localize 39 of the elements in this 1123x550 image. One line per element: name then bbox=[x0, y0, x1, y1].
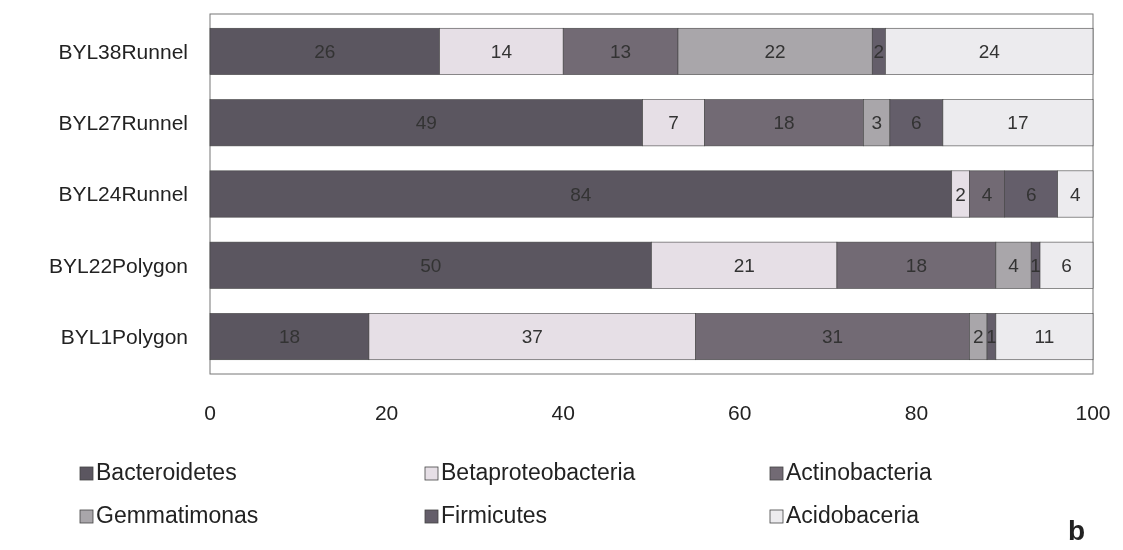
data-label: 3 bbox=[871, 112, 882, 134]
data-label: 24 bbox=[978, 41, 1001, 63]
y-tick-label: BYL24Runnel bbox=[58, 182, 188, 206]
x-tick-label: 40 bbox=[551, 401, 575, 424]
data-label: 6 bbox=[911, 112, 922, 134]
data-label: 14 bbox=[490, 41, 513, 63]
data-label: 11 bbox=[1034, 326, 1055, 348]
data-label: 18 bbox=[773, 112, 795, 134]
data-label: 18 bbox=[905, 254, 927, 276]
data-label: 13 bbox=[610, 41, 632, 63]
data-label: 2 bbox=[955, 183, 966, 205]
x-tick-label: 60 bbox=[728, 401, 752, 424]
y-tick-label: BYL1Polygon bbox=[60, 324, 188, 348]
data-label: 4 bbox=[1008, 254, 1020, 276]
data-label: 22 bbox=[764, 41, 786, 63]
legend-label: Betaproteobacteria bbox=[441, 459, 636, 485]
legend-label: Acidobaceria bbox=[786, 502, 920, 528]
data-label: 2 bbox=[972, 326, 984, 348]
y-tick-label: BYL27Runnel bbox=[58, 111, 188, 135]
data-label: 4 bbox=[981, 183, 993, 205]
data-label: 17 bbox=[1007, 112, 1029, 134]
data-label: 21 bbox=[733, 254, 755, 276]
legend-label: Gemmatimonas bbox=[96, 502, 259, 528]
data-label: 31 bbox=[821, 326, 844, 348]
data-label: 4 bbox=[1070, 183, 1082, 205]
y-tick-label: BYL22Polygon bbox=[49, 253, 188, 277]
y-tick-label: BYL38Runnel bbox=[58, 39, 188, 63]
x-tick-label: 80 bbox=[904, 401, 929, 424]
data-label: 37 bbox=[521, 326, 543, 348]
data-label: 6 bbox=[1061, 254, 1072, 276]
legend-label: Bacteroidetes bbox=[96, 459, 237, 485]
x-tick-label: 20 bbox=[374, 401, 399, 424]
x-tick-label: 100 bbox=[1075, 401, 1111, 424]
legend-label: Actinobacteria bbox=[786, 459, 932, 485]
data-label: 6 bbox=[1025, 183, 1037, 205]
legend-label: Firmicutes bbox=[441, 502, 548, 528]
x-tick-label: 0 bbox=[204, 401, 216, 424]
text: b bbox=[1068, 515, 1086, 546]
data-label: 7 bbox=[668, 112, 679, 134]
